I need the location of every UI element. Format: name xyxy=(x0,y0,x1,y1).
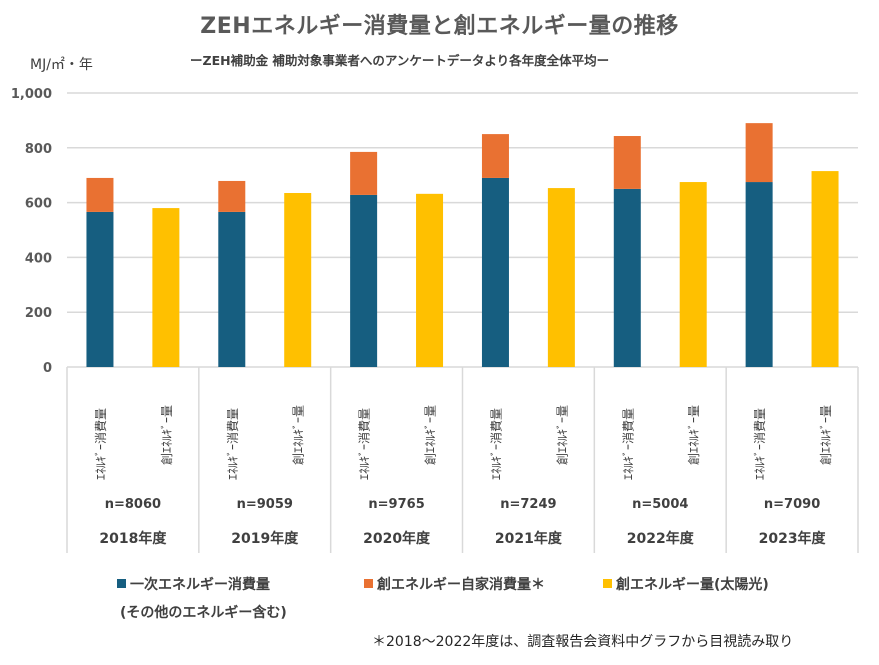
legend-item-primary-consumption: 一次エネルギー消費量 xyxy=(117,574,270,594)
legend-item-solar-creation: 創エネルギー量(太陽光) xyxy=(603,574,769,594)
bar-solar-creation xyxy=(679,182,707,367)
sub-category-label: ｴﾈﾙｷﾞｰ消費量 xyxy=(488,408,503,480)
bar-solar-creation xyxy=(284,193,312,367)
sub-category-label: 創ｴﾈﾙｷﾞｰ量 xyxy=(687,405,701,465)
sub-category-label: 創ｴﾈﾙｷﾞｰ量 xyxy=(160,405,174,465)
sub-category-label: 創ｴﾈﾙｷﾞｰ量 xyxy=(555,405,569,465)
sample-size-label: n=7090 xyxy=(764,497,820,512)
x-category-label: 2021年度 xyxy=(495,530,563,547)
sample-size-label: n=9765 xyxy=(368,497,424,512)
sample-size-label: n=7249 xyxy=(500,497,556,512)
y-tick-label: 200 xyxy=(25,306,52,321)
y-axis-unit-label: MJ/㎡・年 xyxy=(30,57,93,73)
y-tick-label: 800 xyxy=(25,142,52,157)
bar-primary-consumption xyxy=(481,177,509,367)
footnote: ＊2018～2022年度は、調査報告会資料中グラフから目視読み取り xyxy=(372,634,794,650)
bar-self-consumption xyxy=(218,180,246,212)
x-category-label: 2018年度 xyxy=(99,530,167,547)
sub-category-label: 創ｴﾈﾙｷﾞｰ量 xyxy=(424,405,438,465)
bar-solar-creation xyxy=(416,193,444,367)
sub-category-label: ｴﾈﾙｷﾞｰ消費量 xyxy=(620,408,635,480)
bar-self-consumption xyxy=(613,136,641,189)
sample-size-label: n=8060 xyxy=(105,497,161,512)
bar-self-consumption xyxy=(350,151,378,195)
bar-solar-creation xyxy=(547,188,575,367)
legend-swatch-orange xyxy=(364,579,373,588)
bar-primary-consumption xyxy=(613,188,641,367)
bar-solar-creation xyxy=(811,171,839,367)
legend-item-primary-consumption-note: (その他のエネルギー含む) xyxy=(120,605,287,621)
x-category-label: 2023年度 xyxy=(759,530,827,547)
chart-subtitle: ーZEH補助金 補助対象事業者へのアンケートデータより各年度全体平均ー xyxy=(190,53,610,68)
bar-self-consumption xyxy=(481,134,509,178)
legend-swatch-yellow xyxy=(603,579,612,588)
sub-category-label: 創ｴﾈﾙｷﾞｰ量 xyxy=(819,405,833,465)
sample-size-label: n=9059 xyxy=(237,497,293,512)
legend-label: 創エネルギー自家消費量＊ xyxy=(377,577,545,593)
y-tick-label: 1,000 xyxy=(11,87,52,102)
chart-title: ZEHエネルギー消費量と創エネルギー量の推移 xyxy=(200,14,679,39)
bar-primary-consumption xyxy=(350,194,378,367)
chart-plot: 0 200 400 600 800 1,000 ｴﾈﾙｷﾞｰ消費量 創ｴﾈﾙｷﾞｰ量 n=806… xyxy=(11,87,859,553)
bar-solar-creation xyxy=(152,208,180,367)
x-category-label: 2019年度 xyxy=(231,530,299,547)
sub-category-label: ｴﾈﾙｷﾞｰ消費量 xyxy=(752,408,767,480)
bar-self-consumption xyxy=(745,123,773,183)
x-category-label: 2020年度 xyxy=(363,530,431,547)
legend-item-self-consumption: 創エネルギー自家消費量＊ xyxy=(364,574,545,594)
y-tick-label: 400 xyxy=(25,251,52,266)
y-tick-label: 600 xyxy=(25,197,52,212)
legend-label: 一次エネルギー消費量 xyxy=(130,577,270,593)
sub-category-label: ｴﾈﾙｷﾞｰ消費量 xyxy=(93,408,108,480)
sub-category-label: ｴﾈﾙｷﾞｰ消費量 xyxy=(357,408,372,480)
legend-swatch-blue xyxy=(117,579,126,588)
sample-size-label: n=5004 xyxy=(632,497,688,512)
x-category-label: 2022年度 xyxy=(627,530,695,547)
bar-primary-consumption xyxy=(218,211,246,367)
bar-primary-consumption xyxy=(86,211,114,367)
bar-self-consumption xyxy=(86,177,114,212)
legend-label: 創エネルギー量(太陽光) xyxy=(616,577,769,593)
y-tick-label: 0 xyxy=(43,361,52,376)
sub-category-label: 創ｴﾈﾙｷﾞｰ量 xyxy=(292,405,306,465)
bar-primary-consumption xyxy=(745,182,773,367)
sub-category-label: ｴﾈﾙｷﾞｰ消費量 xyxy=(225,408,240,480)
